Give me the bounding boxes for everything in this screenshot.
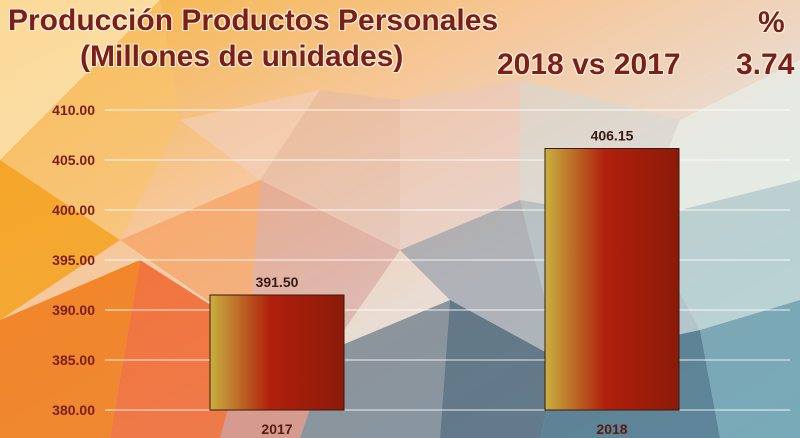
chart-title-line-1: Producción Productos Personales xyxy=(8,4,499,37)
bar-2017 xyxy=(209,294,345,411)
bars: 391.50 2017 406.15 2018 xyxy=(209,128,680,437)
bar-2018 xyxy=(544,148,680,411)
y-tick-label: 385.00 xyxy=(52,352,95,368)
y-axis-ticks: 380.00 385.00 390.00 395.00 400.00 405.00 410.… xyxy=(52,102,95,418)
y-tick-label: 410.00 xyxy=(52,102,95,118)
bar-value-label: 391.50 xyxy=(256,274,299,290)
bar-value-label: 406.15 xyxy=(591,128,634,144)
x-category-label: 2018 xyxy=(596,421,627,437)
chart-title-line-2: (Millones de unidades) xyxy=(80,40,404,73)
y-tick-label: 405.00 xyxy=(52,152,95,168)
percent-change-value: 3.74 xyxy=(736,48,795,81)
x-category-label: 2017 xyxy=(261,421,292,437)
y-tick-label: 380.00 xyxy=(52,402,95,418)
y-tick-label: 395.00 xyxy=(52,252,95,268)
percent-symbol: % xyxy=(758,6,785,39)
y-tick-label: 390.00 xyxy=(52,302,95,318)
gridlines xyxy=(105,109,790,411)
comparison-label: 2018 vs 2017 xyxy=(497,48,681,81)
y-tick-label: 400.00 xyxy=(52,202,95,218)
